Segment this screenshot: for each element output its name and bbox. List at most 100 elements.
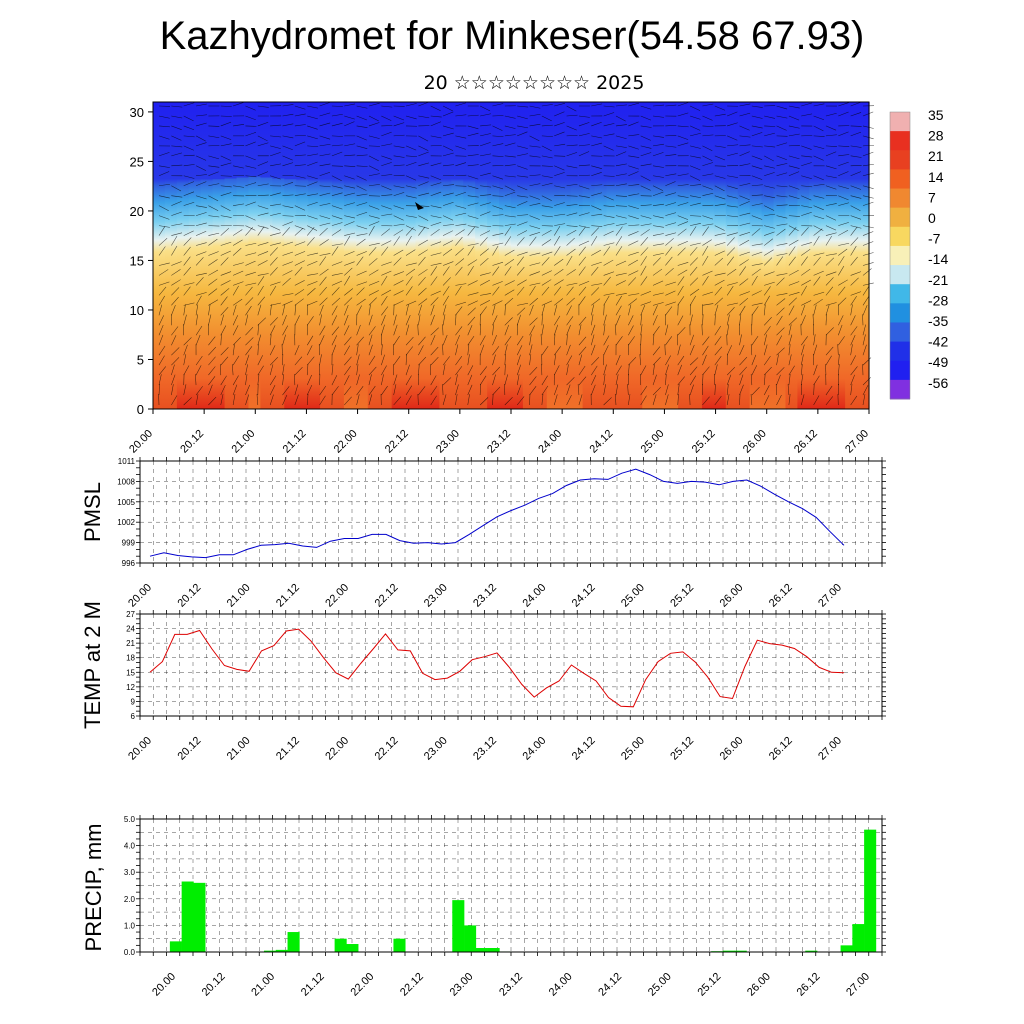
wind-vector: [554, 286, 562, 296]
wind-vector: [331, 305, 338, 316]
wind-vector: [479, 366, 488, 376]
heatmap-column: [534, 102, 548, 409]
wind-vector: [813, 375, 820, 386]
wind-vector: [418, 225, 430, 229]
wind-vector: [393, 155, 405, 158]
wind-vector: [479, 306, 487, 316]
wind-vector: [183, 175, 195, 179]
wind-vector: [529, 236, 537, 246]
wind-vector: [800, 315, 806, 326]
wind-vector: [690, 242, 701, 246]
wind-vector: [628, 336, 635, 346]
wind-vector: [776, 277, 785, 286]
wind-vector: [516, 354, 521, 366]
wind-vector: [726, 247, 735, 256]
wind-vector: [751, 165, 763, 170]
wind-vector: [455, 174, 467, 177]
wind-vector: [232, 270, 244, 276]
wind-vector: [245, 297, 254, 306]
wind-vector: [430, 262, 442, 266]
wind-vector: [529, 225, 541, 230]
wind-vector: [591, 122, 602, 127]
wind-vector: [158, 195, 170, 199]
wind-vector: [801, 212, 812, 216]
wind-vector: [294, 225, 306, 230]
wind-vector: [220, 121, 232, 127]
colorbar-label: 28: [928, 128, 944, 144]
wind-vector: [517, 230, 528, 236]
wind-vector: [517, 125, 529, 129]
wind-vector: [331, 335, 338, 346]
wind-vector: [442, 295, 449, 306]
wind-vector: [739, 222, 751, 226]
wind-vector: [541, 345, 549, 356]
wind-vector: [269, 325, 276, 336]
wind-vector: [467, 280, 478, 286]
wind-vector: [405, 249, 416, 256]
x-tick-label: 23.12: [485, 428, 513, 456]
wind-vector: [603, 292, 615, 296]
wind-vector: [800, 354, 804, 366]
wind-vector: [171, 223, 183, 226]
wind-vector: [739, 103, 751, 107]
wind-vector: [270, 152, 281, 157]
wind-vector: [307, 261, 318, 266]
y-tick-label: 5.0: [124, 815, 136, 824]
wind-vector: [208, 195, 219, 202]
wind-vector: [850, 112, 862, 117]
wind-vector: [541, 175, 553, 178]
wind-vector: [614, 394, 617, 406]
wind-vector: [603, 175, 615, 177]
heatmap-column: [833, 102, 846, 409]
wind-vector: [714, 325, 722, 336]
wind-vector: [727, 232, 738, 236]
wind-vector: [751, 335, 759, 346]
wind-vector: [504, 336, 512, 346]
wind-vector: [442, 394, 447, 406]
x-tick-label: 20.00: [126, 582, 154, 610]
wind-vector: [578, 296, 586, 306]
y-tick-label: 1005: [117, 498, 135, 507]
wind-vector: [344, 396, 352, 406]
wind-vector: [788, 374, 791, 386]
wind-vector: [764, 205, 775, 211]
wind-vector: [714, 155, 726, 161]
wind-vector: [825, 302, 837, 306]
wind-vector: [652, 203, 664, 206]
wind-vector: [331, 144, 343, 147]
wind-vector: [269, 257, 278, 266]
wind-vector: [640, 175, 651, 182]
wind-vector: [764, 155, 775, 162]
wind-vector: [245, 394, 250, 406]
wind-vector: [344, 185, 356, 189]
wind-vector: [171, 347, 180, 356]
wind-vector: [591, 314, 594, 326]
heatmap-column: [439, 102, 452, 409]
wind-vector: [158, 304, 163, 316]
wind-vector: [640, 265, 647, 276]
wind-vector: [492, 135, 504, 137]
wind-vector: [850, 145, 862, 148]
wind-vector: [554, 172, 565, 177]
wind-vector: [220, 192, 232, 196]
wind-vector: [158, 165, 170, 168]
wind-vector: [516, 307, 526, 316]
wind-vector: [652, 374, 657, 386]
wind-vector: [751, 302, 763, 306]
x-tick-label: 20.12: [178, 428, 206, 456]
wind-vector: [776, 347, 785, 356]
x-tick-label: 24.12: [570, 735, 598, 763]
wind-vector: [615, 135, 627, 140]
wind-vector: [739, 305, 746, 316]
wind-vector: [862, 135, 874, 140]
wind-vector: [504, 185, 515, 191]
wind-vector: [578, 133, 590, 137]
x-tick-label: 24.00: [547, 971, 575, 999]
wind-vector: [245, 314, 249, 326]
wind-vector: [578, 122, 590, 127]
wind-vector: [702, 226, 709, 236]
wind-vector: [788, 115, 800, 121]
wind-vector: [307, 161, 318, 167]
wind-vector: [418, 364, 420, 376]
colorbar-label: -21: [928, 272, 948, 288]
